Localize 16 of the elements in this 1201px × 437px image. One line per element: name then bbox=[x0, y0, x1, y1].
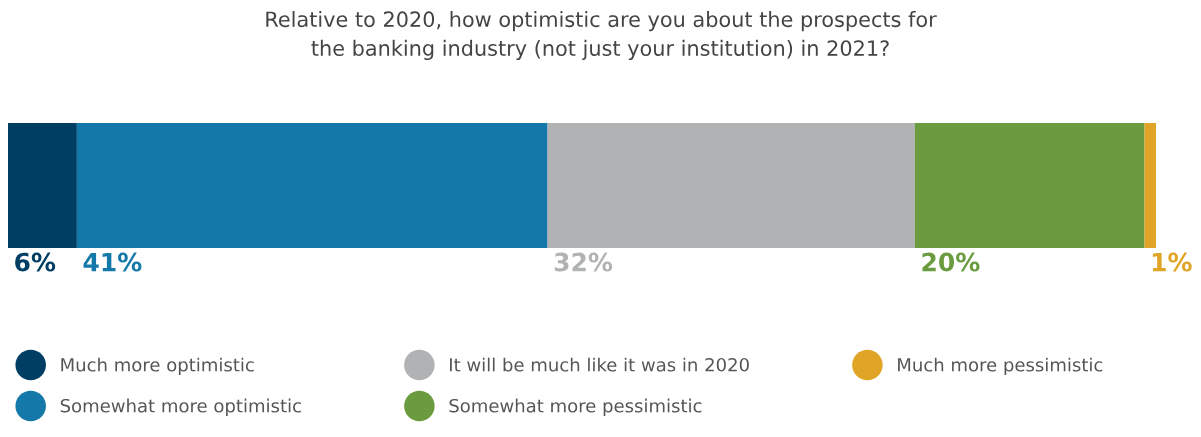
bar bbox=[76, 123, 548, 248]
data-label: 6% bbox=[15, 252, 56, 272]
data-label: 32% bbox=[554, 252, 613, 272]
data-label: 41% bbox=[83, 252, 142, 272]
bar bbox=[8, 123, 77, 248]
bar bbox=[1144, 123, 1156, 248]
legend-label: Somewhat more optimistic bbox=[60, 398, 301, 417]
bar bbox=[914, 123, 1145, 248]
bar bbox=[547, 123, 915, 248]
chart-title: Relative to 2020, how optimistic are you about the prospects for the banking industry (not just your institution) in 2021? bbox=[266, 11, 937, 61]
legend-label: Much more optimistic bbox=[61, 357, 254, 376]
data-label: 20% bbox=[922, 252, 980, 272]
data-label: 1% bbox=[1152, 252, 1192, 272]
legend-label: Much more pessimistic bbox=[898, 357, 1103, 376]
legend-label: It will be much like it was in 2020 bbox=[450, 357, 749, 372]
legend-label: Somewhat more pessimistic bbox=[449, 398, 702, 417]
